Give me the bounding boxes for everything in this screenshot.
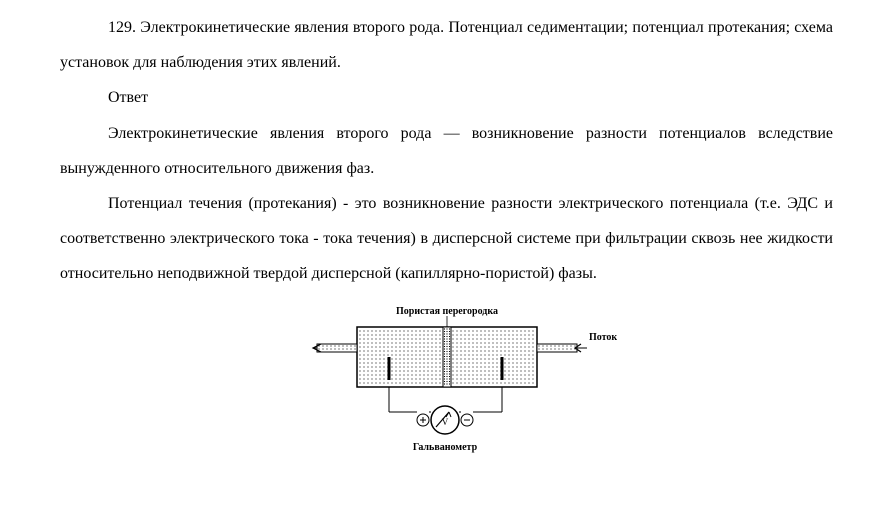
svg-text:Пористая перегородка: Пористая перегородка (396, 306, 498, 317)
answer-paragraph-2: Потенциал течения (протекания) - это воз… (60, 186, 833, 292)
question-paragraph: 129. Электрокинетические явления второго… (60, 10, 833, 80)
answer-paragraph-1: Электрокинетические явления второго рода… (60, 116, 833, 186)
answer-label: Ответ (60, 80, 833, 115)
diagram-container: Пористая перегородка Поток воды V Гальваном… (60, 302, 833, 462)
apparatus-diagram: Пористая перегородка Поток воды V Гальваном… (277, 302, 617, 462)
svg-text:Поток воды: Поток воды (589, 332, 617, 343)
svg-text:Гальванометр: Гальванометр (412, 442, 477, 453)
svg-text:V: V (441, 417, 448, 427)
